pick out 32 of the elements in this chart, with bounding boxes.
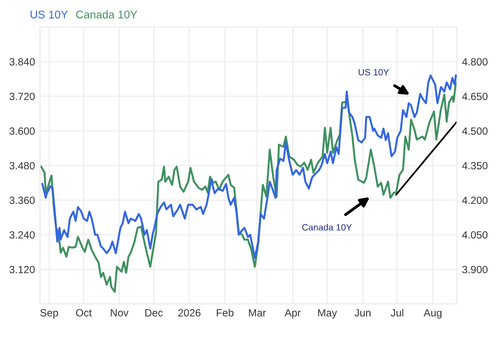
x-tick-label: Mar [249,309,266,317]
annotation: US 10Y [358,69,389,76]
y2-tick-label: 4.650 [462,92,488,100]
y-tick-label: 3.720 [9,92,35,100]
x-tick-label: May [318,309,338,319]
y-tick-label: 3.480 [9,162,35,170]
x-tick-label: Nov [110,309,128,317]
text: US 10Y [30,10,68,18]
x-tick-label: 2026 [178,309,200,317]
x-tick-label: Jun [354,309,371,317]
line-series [40,82,457,293]
y-tick-label: 3.600 [9,127,35,135]
y2-tick-label: 3.900 [462,266,488,274]
x-tick-label: Feb [216,308,234,317]
line-series [41,74,457,259]
annotation: Canada 10Y [302,224,352,231]
x-tick-label: Oct [76,309,92,317]
text: Canada 10Y [76,10,138,18]
y2-tick-label: 4.350 [462,162,488,170]
y2-tick-label: 4.500 [462,127,488,135]
x-tick-label: Apr [284,309,301,319]
y2-tick-label: 4.200 [462,196,488,204]
y-tick-label: 3.240 [9,231,35,239]
y2-tick-label: 4.800 [462,58,488,66]
y-tick-label: 3.360 [9,196,35,204]
y-tick-label: 3.120 [9,266,35,274]
y2-tick-label: 4.050 [462,231,488,239]
x-tick-label: Sep [40,309,58,319]
x-tick-label: Jul [390,308,404,317]
x-tick-label: Aug [424,309,442,319]
x-tick-label: Dec [145,309,163,317]
y-tick-label: 3.840 [9,58,35,66]
